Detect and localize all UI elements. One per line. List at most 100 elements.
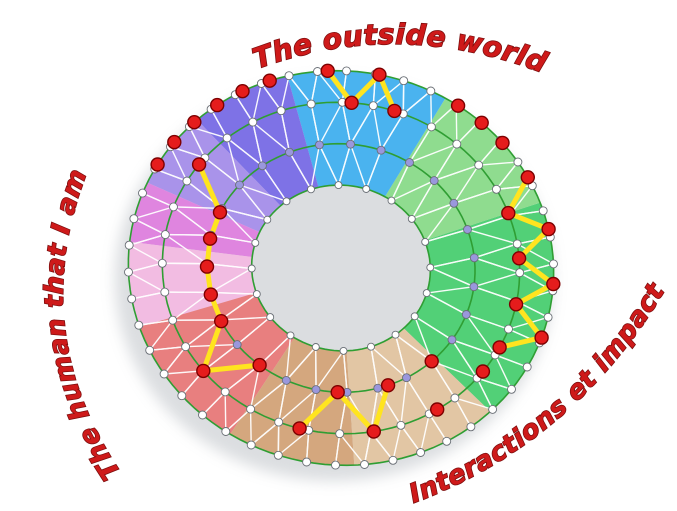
node[interactable] <box>198 410 207 420</box>
node[interactable] <box>549 259 558 269</box>
sector-purple[interactable] <box>147 119 281 233</box>
selected-node[interactable] <box>199 259 215 274</box>
node[interactable] <box>452 139 462 149</box>
node[interactable] <box>507 384 516 394</box>
node[interactable] <box>474 160 484 170</box>
node[interactable] <box>515 268 525 278</box>
node[interactable] <box>235 180 244 190</box>
node[interactable] <box>138 188 147 198</box>
node[interactable] <box>402 373 411 383</box>
selected-node[interactable] <box>474 115 489 131</box>
selected-node[interactable] <box>252 357 267 373</box>
selected-node[interactable] <box>191 157 207 172</box>
node[interactable] <box>232 340 242 350</box>
node[interactable] <box>159 369 169 379</box>
selected-node[interactable] <box>475 364 491 379</box>
node[interactable] <box>286 331 295 340</box>
node[interactable] <box>127 294 137 304</box>
node[interactable] <box>399 76 409 86</box>
node[interactable] <box>512 239 522 249</box>
selected-node[interactable] <box>387 103 402 119</box>
node[interactable] <box>463 225 472 234</box>
node[interactable] <box>442 436 452 446</box>
node[interactable] <box>410 312 419 321</box>
node[interactable] <box>469 282 479 292</box>
node[interactable] <box>311 385 321 395</box>
node[interactable] <box>491 184 501 194</box>
node[interactable] <box>276 106 286 116</box>
selected-node[interactable] <box>150 157 165 172</box>
node[interactable] <box>306 99 316 109</box>
selected-node[interactable] <box>212 205 228 220</box>
node[interactable] <box>282 197 291 206</box>
node[interactable] <box>522 362 532 372</box>
node[interactable] <box>248 117 258 127</box>
node[interactable] <box>221 427 231 436</box>
node[interactable] <box>416 448 426 457</box>
node[interactable] <box>426 122 436 132</box>
node[interactable] <box>396 420 406 430</box>
node[interactable] <box>538 206 548 216</box>
node[interactable] <box>387 196 396 205</box>
node[interactable] <box>376 145 386 155</box>
node[interactable] <box>391 330 400 339</box>
selected-node[interactable] <box>167 134 182 150</box>
node[interactable] <box>469 253 479 263</box>
node[interactable] <box>222 133 232 143</box>
selected-node[interactable] <box>213 314 229 329</box>
node[interactable] <box>281 375 291 385</box>
node[interactable] <box>346 139 355 149</box>
node[interactable] <box>339 346 348 355</box>
selected-node[interactable] <box>495 135 510 151</box>
node[interactable] <box>246 440 256 450</box>
node[interactable] <box>168 315 178 325</box>
selected-node[interactable] <box>366 424 381 439</box>
selected-node[interactable] <box>372 67 387 82</box>
node[interactable] <box>426 86 436 96</box>
sector-green-light[interactable] <box>384 98 541 241</box>
node[interactable] <box>247 264 256 273</box>
node[interactable] <box>284 71 294 81</box>
node[interactable] <box>331 460 340 470</box>
selected-node[interactable] <box>262 73 277 88</box>
node[interactable] <box>313 67 322 76</box>
node[interactable] <box>124 240 134 250</box>
node[interactable] <box>251 238 260 247</box>
selected-node[interactable] <box>508 297 524 312</box>
selected-node[interactable] <box>424 354 439 369</box>
selected-node[interactable] <box>511 251 527 266</box>
selected-node[interactable] <box>187 114 202 130</box>
node[interactable] <box>429 176 439 186</box>
node[interactable] <box>246 404 256 414</box>
node[interactable] <box>307 185 315 194</box>
selected-node[interactable] <box>546 276 561 292</box>
node[interactable] <box>129 214 139 224</box>
node[interactable] <box>360 460 369 469</box>
node[interactable] <box>367 342 375 351</box>
node[interactable] <box>311 343 320 351</box>
node[interactable] <box>466 422 476 432</box>
selected-node[interactable] <box>534 330 549 345</box>
selected-node[interactable] <box>196 363 211 379</box>
selected-node[interactable] <box>450 98 466 113</box>
sector-tan-dark[interactable] <box>230 337 355 466</box>
node[interactable] <box>447 335 457 345</box>
node[interactable] <box>285 147 294 157</box>
selected-node[interactable] <box>501 205 516 221</box>
node[interactable] <box>461 310 471 319</box>
node[interactable] <box>157 258 167 268</box>
node[interactable] <box>160 230 170 240</box>
node[interactable] <box>342 66 351 76</box>
node[interactable] <box>263 215 272 224</box>
node[interactable] <box>160 287 170 297</box>
node[interactable] <box>335 429 345 439</box>
selected-node[interactable] <box>520 170 535 185</box>
node[interactable] <box>220 387 230 397</box>
selected-node[interactable] <box>492 340 507 355</box>
node[interactable] <box>426 263 435 272</box>
selected-node[interactable] <box>209 97 225 113</box>
node[interactable] <box>513 157 523 167</box>
selected-node[interactable] <box>430 402 445 417</box>
node[interactable] <box>368 101 378 111</box>
node[interactable] <box>273 450 283 460</box>
